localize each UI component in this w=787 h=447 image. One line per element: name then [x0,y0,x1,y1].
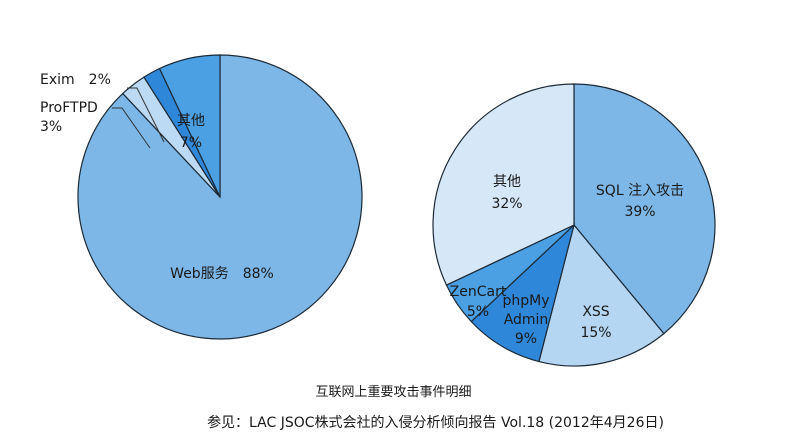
slice-label-line: 15% [580,325,611,341]
slice-label-line: 7% [180,135,202,151]
pie-right: SQL 注入攻击 39% XSS 15% phpMy Admin 9% ZenCart 5% 其他… [432,83,716,367]
slice-label-line: ZenCart [450,284,507,300]
callout-line [127,87,165,143]
pie-slice-1-0 [573,83,716,335]
slice-label-0-0: Web服务 88% [170,266,274,282]
pie-slice-0-3 [158,54,221,198]
slice-label-line: 32% [491,196,522,212]
slice-label-line: SQL 注入攻击 [596,183,684,199]
slice-label-line: 其他 [493,174,521,190]
slice-label-line: 9% [515,331,537,347]
slice-label-1-1: XSS 15% [580,304,611,341]
slice-label-line: 5% [467,304,489,320]
slice-label-1-0: SQL 注入攻击 39% [596,183,684,220]
callout-line [112,107,151,149]
slice-label-1-4: 其他 32% [491,174,522,212]
slice-label-line: XSS [582,304,609,320]
chart-caption-title: 互联网上重要攻击事件明细 [315,385,472,400]
slice-label-1-2: phpMy Admin 9% [502,293,549,347]
pie-slice-1-1 [538,223,665,367]
slice-label-0-1: ProFTPD 3% [40,100,98,135]
slice-label-line: Admin [504,312,549,328]
slice-label-line: phpMy [502,293,549,309]
slice-label-line: 其他 [177,113,205,129]
chart-caption-source: 参见：LAC JSOC株式会社的入侵分析倾向报告 Vol.18 (2012年4月… [207,415,664,431]
slice-label-line: 3% [40,119,62,135]
pie-left: Web服务 88% ProFTPD 3% Exim 2% 其他 7% [40,54,363,340]
slice-label-1-3: ZenCart 5% [450,284,507,320]
slice-label-0-3: 其他 7% [177,113,205,151]
slice-label-0-2: Exim 2% [40,72,111,88]
pie-slice-1-4 [432,83,575,286]
pie-slice-1-2 [470,223,576,363]
slice-label-line: ProFTPD [40,100,98,116]
slice-label-line: 39% [624,204,655,220]
pie-slice-0-0 [77,54,363,340]
